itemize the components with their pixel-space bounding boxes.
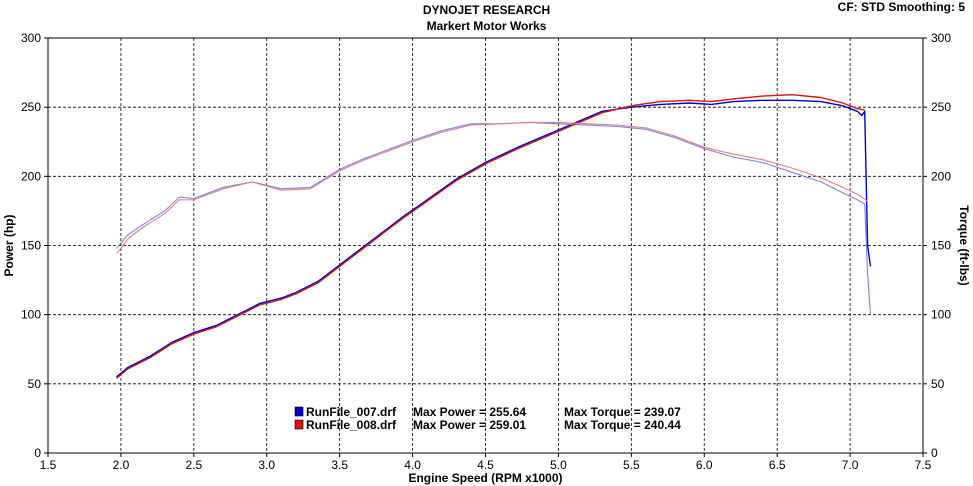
x-tick-label: 5.0 (550, 458, 567, 472)
y-tick-label-left: 250 (21, 100, 41, 114)
series-power-line-0 (116, 99, 872, 378)
y-tick-label-right: 150 (931, 239, 951, 253)
x-tick-label: 4.5 (477, 458, 494, 472)
x-tick-label: 6.5 (769, 458, 786, 472)
x-tick-label: 3.5 (331, 458, 348, 472)
chart-title: DYNOJET RESEARCH (422, 3, 551, 17)
legend-power-label: Max Power = 259.01 (413, 418, 526, 432)
legend-swatch (294, 406, 304, 417)
y-axis-label-right: Torque (ft-lbs) (957, 205, 971, 285)
x-tick-label: 7.0 (842, 458, 859, 472)
legend-torque-label: Max Torque = 240.44 (564, 418, 681, 432)
series-power-line-2 (116, 93, 865, 379)
x-tick-label: 2.0 (113, 458, 130, 472)
x-axis-label: Engine Speed (RPM x1000) (408, 471, 562, 485)
x-tick-label: 5.5 (623, 458, 640, 472)
series-torque-line-1 (116, 121, 872, 315)
y-tick-label-left: 50 (28, 377, 42, 391)
y-tick-label-right: 250 (931, 100, 951, 114)
y-tick-label-left: 200 (21, 169, 41, 183)
y-tick-label-right: 50 (931, 377, 945, 391)
y-tick-label-left: 0 (34, 446, 41, 460)
y-tick-label-right: 100 (931, 308, 951, 322)
y-tick-label-left: 150 (21, 239, 41, 253)
legend-power-label: Max Power = 255.64 (413, 405, 526, 419)
y-tick-label-left: 300 (21, 31, 41, 45)
legend-torque-label: Max Torque = 239.07 (564, 405, 681, 419)
legend-swatch (294, 419, 304, 430)
legend-file-label: RunFile_007.drf (306, 405, 397, 419)
y-tick-label-right: 300 (931, 31, 951, 45)
y-axis-label-left: Power (hp) (2, 214, 16, 276)
x-tick-label: 1.5 (40, 458, 57, 472)
x-tick-label: 4.0 (404, 458, 421, 472)
x-tick-label: 3.0 (258, 458, 275, 472)
y-tick-label-right: 200 (931, 169, 951, 183)
x-tick-label: 2.5 (185, 458, 202, 472)
chart-subtitle: Markert Motor Works (426, 19, 547, 33)
x-tick-label: 6.0 (696, 458, 713, 472)
legend: RunFile_007.drf Max Power = 255.64 Max Tor… (294, 405, 681, 432)
grid-lines (44, 37, 927, 457)
series-torque-line-3 (116, 121, 868, 255)
y-tick-label-right: 0 (931, 446, 938, 460)
correction-factor-label: CF: STD Smoothing: 5 (837, 0, 965, 14)
y-tick-label-left: 100 (21, 308, 41, 322)
series-lines (116, 93, 872, 379)
x-tick-label: 7.5 (915, 458, 932, 472)
tick-labels: 1.5 2.0 2.5 3.0 3.5 4.0 4.5 5.0 5.5 6.0 6.5 7.0 7.50… (21, 31, 951, 472)
legend-file-label: RunFile_008.drf (306, 418, 397, 432)
plot-frame (47, 37, 924, 454)
